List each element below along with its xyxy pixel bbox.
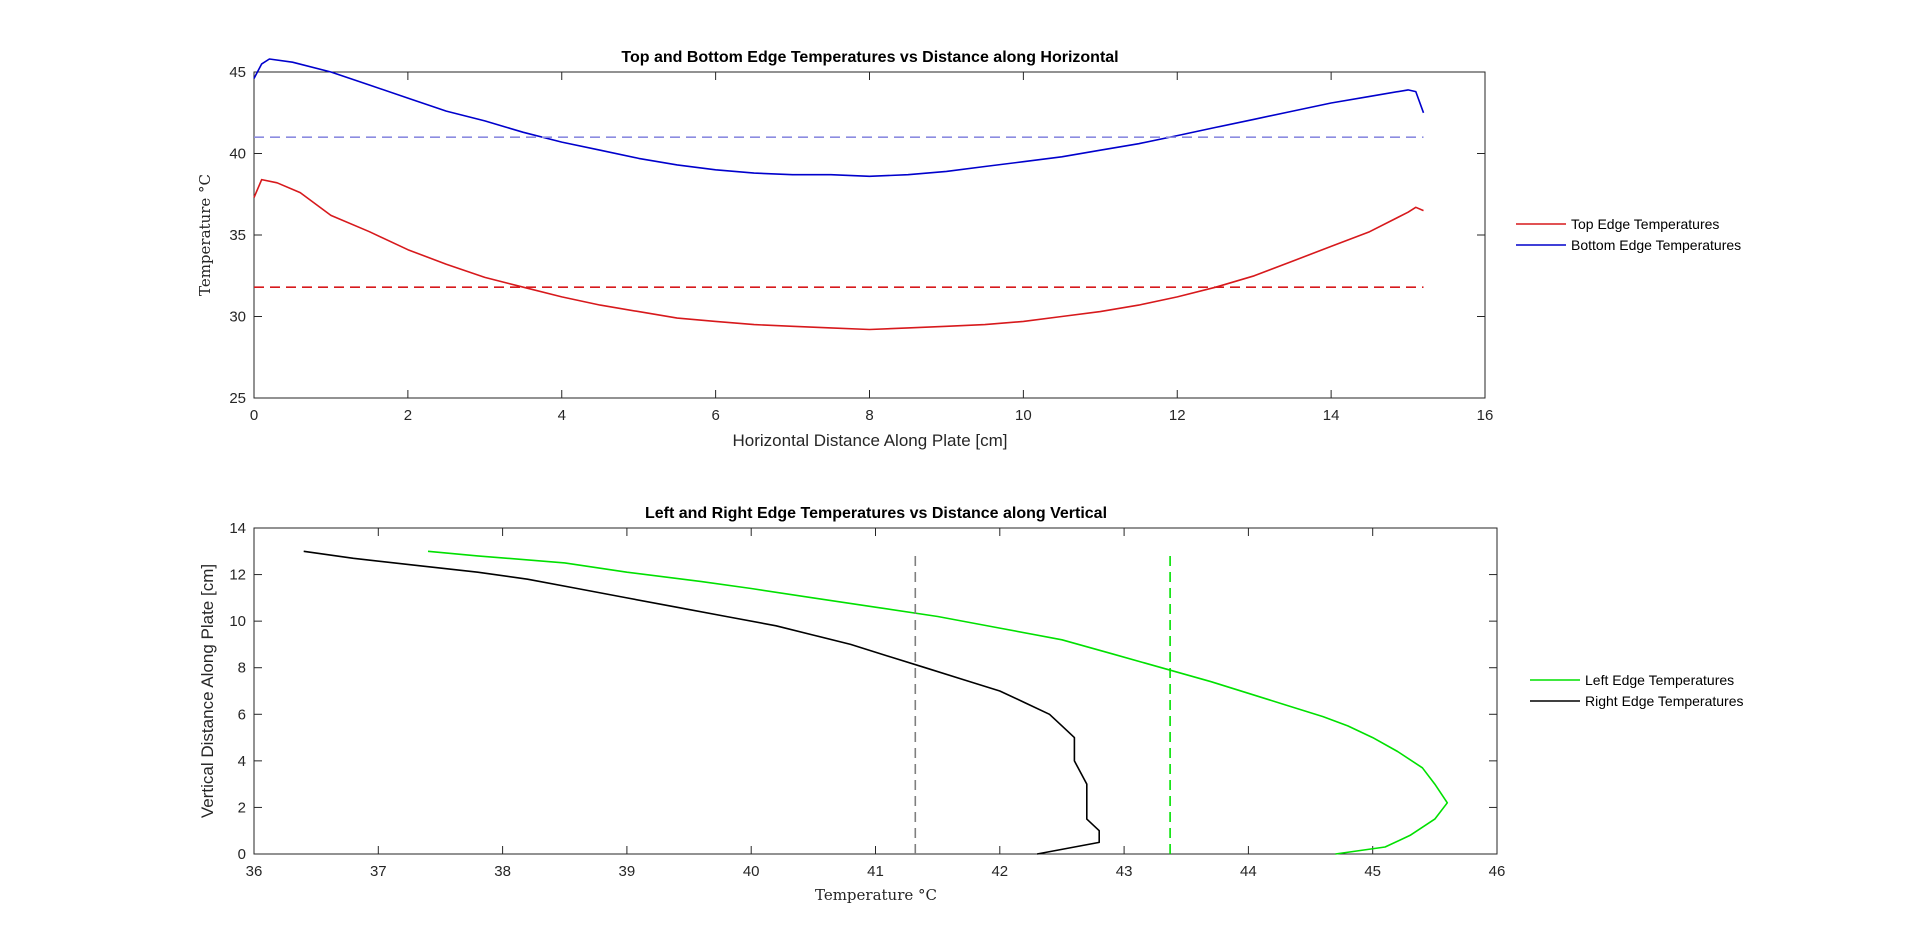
x-tick-label: 12 [1169,407,1186,424]
legend-bottom: Left Edge Temperatures Right Edge Tempera… [1530,672,1744,709]
y-tick-label: 6 [238,706,246,723]
y-tick-label: 8 [238,660,246,677]
chart-title-top: Top and Bottom Edge Temperatures vs Dist… [621,49,1118,66]
x-axis-label-bottom: Temperature °C [815,886,937,904]
axes-box-top-chart [253,71,1486,399]
x-tick-label: 36 [246,863,263,880]
y-tick-label: 30 [229,309,246,326]
legend-label: Top Edge Temperatures [1571,216,1719,232]
x-tick-label: 40 [743,863,760,880]
series-line-left-edge-temperatures [427,550,1449,855]
series-line-right-edge-temperatures [303,550,1100,855]
legend-label: Right Edge Temperatures [1585,693,1744,709]
left-right-chart: Left and Right Edge Temperatures vs Dist… [198,505,1744,904]
axes-box-bottom-chart [253,527,1498,855]
x-tick-label: 0 [250,407,258,424]
series-line-bottom-edge-temperatures [253,58,1425,178]
legend-label: Bottom Edge Temperatures [1571,237,1741,253]
y-tick-label: 25 [229,390,246,407]
y-axis-label-top: Temperature °C [196,174,214,296]
y-tick-label: 40 [229,146,246,163]
x-tick-label: 6 [711,407,719,424]
y-tick-label: 35 [229,227,246,244]
x-tick-label: 8 [865,407,873,424]
y-tick-label: 14 [229,520,246,537]
x-tick-label: 44 [1240,863,1257,880]
legend-label: Left Edge Temperatures [1585,672,1734,688]
y-tick-label: 2 [238,799,246,816]
x-tick-label: 41 [867,863,884,880]
x-tick-label: 10 [1015,407,1032,424]
x-tick-label: 16 [1477,407,1494,424]
series-group-bottom [303,550,1449,855]
x-tick-label: 2 [404,407,412,424]
top-bottom-chart: Top and Bottom Edge Temperatures vs Dist… [196,49,1741,450]
x-tick-label: 37 [370,863,387,880]
series-line-top-edge-temperatures [253,178,1424,331]
legend-top: Top Edge Temperatures Bottom Edge Tempera… [1516,216,1741,253]
x-tick-label: 4 [558,407,566,424]
y-tick-label: 0 [238,846,246,863]
series-group-top [253,58,1425,331]
x-tick-label: 45 [1364,863,1381,880]
y-tick-label: 10 [229,613,246,630]
x-tick-label: 38 [494,863,511,880]
x-axis-label-top: Horizontal Distance Along Plate [cm] [733,431,1008,450]
x-tick-label: 42 [991,863,1008,880]
x-tick-label: 43 [1116,863,1133,880]
y-tick-label: 12 [229,567,246,584]
x-tick-label: 46 [1489,863,1506,880]
y-tick-label: 45 [229,64,246,81]
chart-title-bottom: Left and Right Edge Temperatures vs Dist… [645,505,1107,522]
y-axis-label-bottom: Vertical Distance Along Plate [cm] [198,564,217,818]
y-tick-label: 4 [238,753,246,770]
axis-ticks-top: 0 2 4 6 8 10 12 14 16 25 30 35 40 45 [229,64,1493,424]
x-tick-label: 14 [1323,407,1340,424]
x-tick-label: 39 [619,863,636,880]
